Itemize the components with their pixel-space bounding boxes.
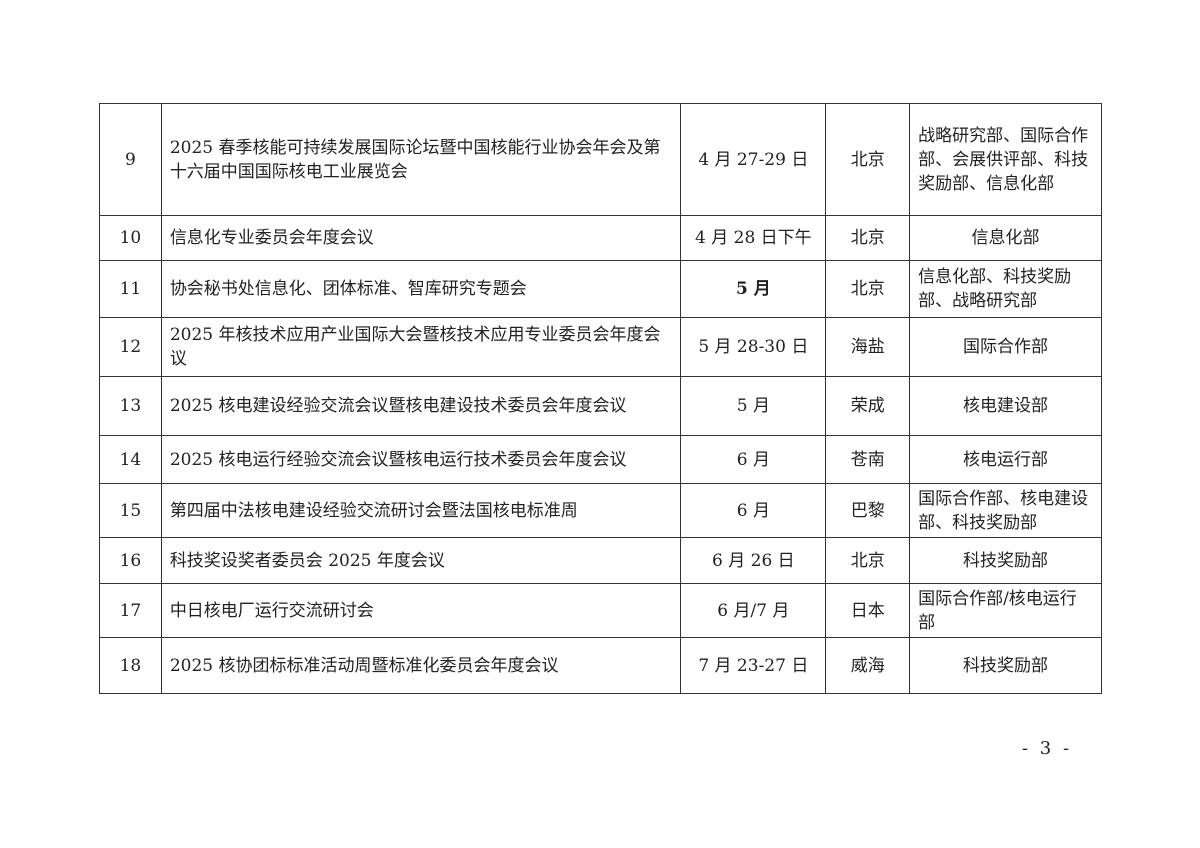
responsible-department: 国际合作部/核电运行部: [909, 583, 1102, 638]
meeting-schedule-table: 9 2025 春季核能可持续发展国际论坛暨中国核能行业协会年会及第十六届中国国际核…: [99, 103, 1102, 694]
table-row: 12 2025 年核技术应用产业国际大会暨核技术应用专业委员会年度会议 5 月 28…: [99, 317, 1102, 377]
row-number: 16: [99, 537, 162, 584]
row-number: 11: [99, 260, 162, 318]
responsible-department: 信息化部: [909, 215, 1102, 261]
meeting-name: 协会秘书处信息化、团体标准、智库研究专题会: [160, 260, 682, 318]
row-number: 13: [99, 376, 162, 436]
responsible-department: 核电运行部: [909, 435, 1102, 484]
responsible-department: 战略研究部、国际合作部、会展供评部、科技奖励部、信息化部: [909, 103, 1102, 216]
meeting-location: 北京: [825, 260, 911, 318]
table-row: 9 2025 春季核能可持续发展国际论坛暨中国核能行业协会年会及第十六届中国国际核…: [99, 103, 1102, 216]
meeting-location: 巴黎: [825, 483, 911, 538]
table-row: 18 2025 核协团标标准活动周暨标准化委员会年度会议 7 月 23-27 日威海…: [99, 637, 1102, 694]
row-number: 9: [99, 103, 162, 216]
row-number: 15: [99, 483, 162, 538]
page-number: - 3 -: [1022, 738, 1073, 759]
meeting-location: 苍南: [825, 435, 911, 484]
responsible-department: 科技奖励部: [909, 537, 1102, 584]
meeting-location: 荣成: [825, 376, 911, 436]
meeting-name: 信息化专业委员会年度会议: [160, 215, 682, 261]
meeting-date: 6 月/7 月: [680, 583, 827, 638]
meeting-date: 6 月: [680, 435, 827, 484]
meeting-date: 5 月 28-30 日: [680, 317, 827, 377]
meeting-date: 6 月 26 日: [680, 537, 827, 584]
meeting-date: 6 月: [680, 483, 827, 538]
meeting-date: 4 月 28 日下午: [680, 215, 827, 261]
table-row: 11 协会秘书处信息化、团体标准、智库研究专题会 5 月北京 信息化部、科技奖励部、战…: [99, 260, 1102, 318]
responsible-department: 国际合作部、核电建设部、科技奖励部: [909, 483, 1102, 538]
meeting-name: 2025 核协团标标准活动周暨标准化委员会年度会议: [160, 637, 682, 694]
meeting-name: 科技奖设奖者委员会 2025 年度会议: [160, 537, 682, 584]
meeting-location: 海盐: [825, 317, 911, 377]
meeting-date: 7 月 23-27 日: [680, 637, 827, 694]
meeting-location: 北京: [825, 215, 911, 261]
meeting-name: 2025 核电建设经验交流会议暨核电建设技术委员会年度会议: [160, 376, 682, 436]
responsible-department: 核电建设部: [909, 376, 1102, 436]
responsible-department: 信息化部、科技奖励部、战略研究部: [909, 260, 1102, 318]
table-row: 17 中日核电厂运行交流研讨会 6 月/7 月日本 国际合作部/核电运行部: [99, 583, 1102, 638]
meeting-name: 2025 核电运行经验交流会议暨核电运行技术委员会年度会议: [160, 435, 682, 484]
responsible-department: 国际合作部: [909, 317, 1102, 377]
meeting-location: 北京: [825, 537, 911, 584]
table-row: 14 2025 核电运行经验交流会议暨核电运行技术委员会年度会议 6 月苍南 核电运行…: [99, 435, 1102, 484]
meeting-name: 2025 春季核能可持续发展国际论坛暨中国核能行业协会年会及第十六届中国国际核电…: [160, 103, 682, 216]
meeting-name: 2025 年核技术应用产业国际大会暨核技术应用专业委员会年度会议: [160, 317, 682, 377]
responsible-department: 科技奖励部: [909, 637, 1102, 694]
row-number: 10: [99, 215, 162, 261]
row-number: 18: [99, 637, 162, 694]
table-row: 10 信息化专业委员会年度会议 4 月 28 日下午 北京 信息化部: [99, 215, 1102, 261]
meeting-name: 第四届中法核电建设经验交流研讨会暨法国核电标准周: [160, 483, 682, 538]
table-row: 16 科技奖设奖者委员会 2025 年度会议 6 月 26 日北京 科技奖励部: [99, 537, 1102, 584]
meeting-name: 中日核电厂运行交流研讨会: [160, 583, 682, 638]
row-number: 14: [99, 435, 162, 484]
meeting-location: 威海: [825, 637, 911, 694]
meeting-location: 日本: [825, 583, 911, 638]
row-number: 17: [99, 583, 162, 638]
meeting-date: 5 月: [680, 260, 827, 318]
table-row: 13 2025 核电建设经验交流会议暨核电建设技术委员会年度会议 5 月荣成 核电建设…: [99, 376, 1102, 436]
row-number: 12: [99, 317, 162, 377]
meeting-date: 5 月: [680, 376, 827, 436]
meeting-location: 北京: [825, 103, 911, 216]
meeting-date: 4 月 27-29 日: [680, 103, 827, 216]
table-row: 15 第四届中法核电建设经验交流研讨会暨法国核电标准周 6 月巴黎 国际合作部、核电建…: [99, 483, 1102, 538]
